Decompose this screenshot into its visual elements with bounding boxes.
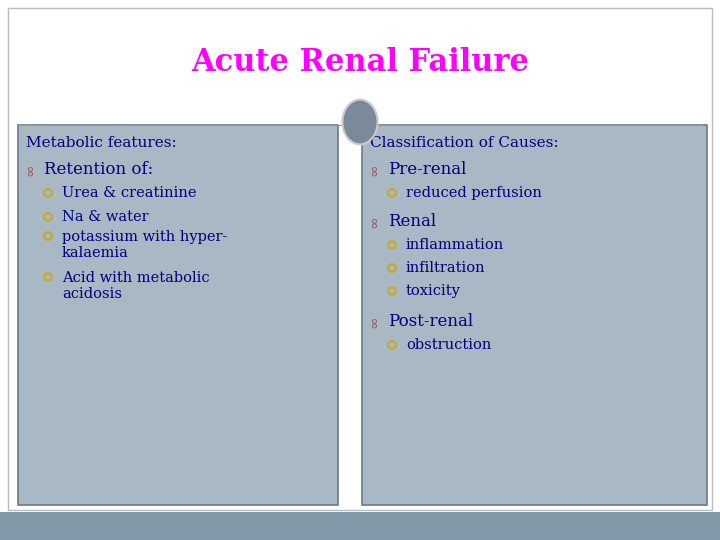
FancyBboxPatch shape <box>362 125 707 505</box>
Text: Acute Renal Failure: Acute Renal Failure <box>191 47 529 78</box>
FancyBboxPatch shape <box>0 0 720 125</box>
Text: ∞: ∞ <box>366 315 382 328</box>
Text: inflammation: inflammation <box>406 238 504 252</box>
FancyBboxPatch shape <box>18 125 338 505</box>
Text: Acid with metabolic
acidosis: Acid with metabolic acidosis <box>62 271 210 301</box>
Text: potassium with hyper-
kalaemia: potassium with hyper- kalaemia <box>62 230 228 260</box>
Text: toxicity: toxicity <box>406 284 461 298</box>
Text: ∞: ∞ <box>366 164 382 177</box>
Text: Pre-renal: Pre-renal <box>388 161 467 179</box>
Text: Post-renal: Post-renal <box>388 314 473 330</box>
Text: obstruction: obstruction <box>406 338 491 352</box>
FancyBboxPatch shape <box>0 512 720 540</box>
Text: infiltration: infiltration <box>406 261 485 275</box>
Text: Renal: Renal <box>388 213 436 231</box>
Text: ∞: ∞ <box>366 215 382 228</box>
Text: Urea & creatinine: Urea & creatinine <box>62 186 197 200</box>
Ellipse shape <box>343 99 377 144</box>
Text: Metabolic features:: Metabolic features: <box>26 136 176 150</box>
Text: Na & water: Na & water <box>62 210 148 224</box>
Text: Retention of:: Retention of: <box>44 161 153 179</box>
Text: reduced perfusion: reduced perfusion <box>406 186 542 200</box>
Text: Classification of Causes:: Classification of Causes: <box>370 136 559 150</box>
Text: ∞: ∞ <box>22 164 37 177</box>
